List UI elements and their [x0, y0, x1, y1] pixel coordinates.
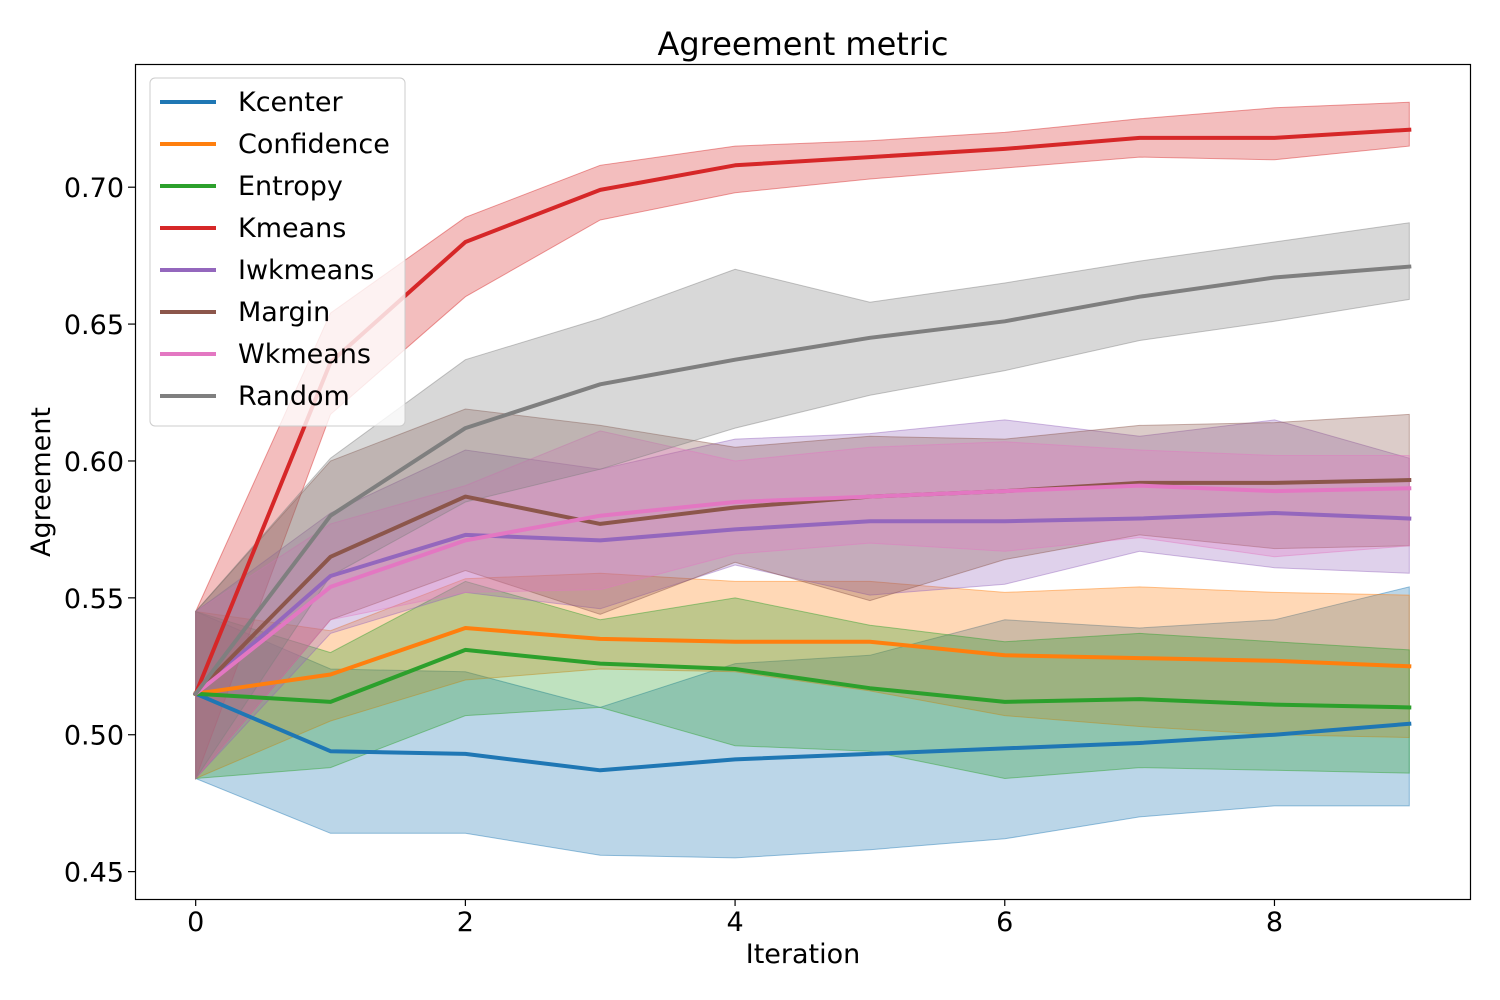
chart-title: Agreement metric: [658, 25, 949, 63]
x-tick-label: 6: [996, 907, 1013, 938]
line-kcenter: [193, 691, 1412, 773]
line-confidence: [193, 626, 1412, 696]
y-tick-label: 0.65: [64, 310, 124, 341]
band-random: [195, 222, 1410, 781]
x-tick-label: 4: [726, 907, 743, 938]
y-tick-label: 0.60: [64, 447, 124, 478]
legend-label-iwkmeans: Iwkmeans: [238, 255, 374, 286]
x-tick-label: 0: [187, 907, 204, 938]
legend-label-confidence: Confidence: [238, 129, 390, 160]
legend-label-margin: Margin: [238, 297, 330, 328]
y-axis-label: Agreement: [26, 407, 57, 557]
y-tick-label: 0.50: [64, 721, 124, 752]
x-axis-label: Iteration: [746, 939, 861, 970]
line-iwkmeans: [192, 511, 1412, 697]
band-margin: [195, 408, 1410, 780]
x-axis-ticks: 0 2 4 6 8: [187, 899, 1283, 938]
line-wkmeans: [192, 483, 1412, 697]
legend-label-wkmeans: Wkmeans: [238, 339, 371, 370]
band-iwkmeans: [195, 419, 1410, 780]
legend-label-kmeans: Kmeans: [238, 213, 346, 244]
band-confidence: [195, 572, 1410, 780]
plot-frame: [134, 63, 1472, 901]
line-margin: [192, 478, 1412, 697]
series-lines: [192, 127, 1412, 773]
y-tick-label: 0.70: [64, 173, 124, 204]
legend-label-random: Random: [238, 381, 350, 412]
legend-label-kcenter: Kcenter: [238, 87, 343, 118]
x-tick-label: 2: [457, 907, 474, 938]
y-tick-label: 0.45: [64, 858, 124, 889]
x-tick-label: 8: [1266, 907, 1283, 938]
band-kmeans: [195, 101, 1410, 779]
y-tick-label: 0.55: [64, 584, 124, 615]
legend-box: [149, 77, 406, 427]
line-random: [192, 264, 1412, 697]
line-entropy: [193, 647, 1412, 710]
y-axis-ticks: 0.45 0.50 0.55 0.60 0.65 0.70: [64, 173, 135, 889]
legend-label-entropy: Entropy: [238, 171, 343, 202]
band-kcenter: [195, 586, 1410, 859]
legend: Kcenter Confidence Entropy Kmeans Iwkmeans Ma…: [149, 77, 406, 427]
